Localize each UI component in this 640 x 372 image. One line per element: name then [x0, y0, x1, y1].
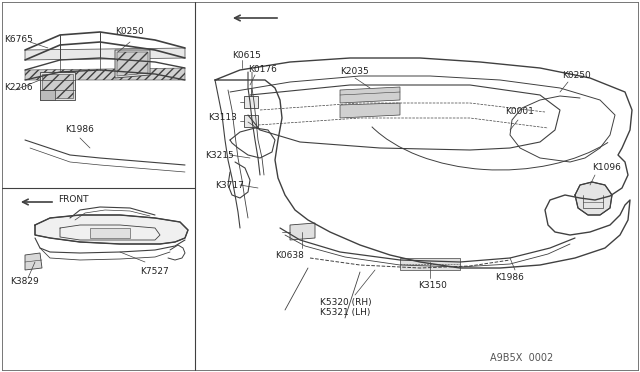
Polygon shape	[244, 115, 258, 127]
Text: K3717: K3717	[215, 180, 244, 189]
Polygon shape	[35, 215, 188, 244]
Text: K5320 (RH): K5320 (RH)	[320, 298, 372, 307]
Text: A9B5X  0002: A9B5X 0002	[490, 353, 553, 363]
Polygon shape	[575, 182, 612, 215]
Polygon shape	[115, 50, 150, 78]
Polygon shape	[340, 87, 400, 103]
Text: K0638: K0638	[275, 250, 304, 260]
Text: K1986: K1986	[65, 125, 94, 135]
Text: K5321 (LH): K5321 (LH)	[320, 308, 371, 317]
Polygon shape	[25, 68, 185, 80]
Text: K3150: K3150	[418, 280, 447, 289]
Text: K0001: K0001	[505, 108, 534, 116]
Polygon shape	[340, 103, 400, 118]
Text: FRONT: FRONT	[58, 196, 88, 205]
Text: K1986: K1986	[495, 273, 524, 282]
Text: K7527: K7527	[140, 267, 169, 276]
Text: K3829: K3829	[10, 278, 39, 286]
Text: K0250: K0250	[115, 28, 144, 36]
Polygon shape	[400, 258, 460, 270]
Polygon shape	[40, 72, 75, 100]
Text: K6765: K6765	[4, 35, 33, 45]
Text: K3113: K3113	[208, 113, 237, 122]
Polygon shape	[290, 223, 315, 240]
Text: K0615: K0615	[232, 51, 261, 60]
Polygon shape	[40, 90, 55, 100]
Text: K1096: K1096	[592, 164, 621, 173]
Polygon shape	[25, 48, 185, 60]
Polygon shape	[25, 253, 42, 270]
Polygon shape	[90, 228, 130, 238]
Text: K2206: K2206	[4, 83, 33, 93]
Text: K3215: K3215	[205, 151, 234, 160]
Text: K0176: K0176	[248, 65, 277, 74]
Polygon shape	[244, 96, 258, 108]
Polygon shape	[42, 74, 73, 98]
Text: K2035: K2035	[340, 67, 369, 77]
Polygon shape	[117, 52, 148, 76]
Text: K0250: K0250	[562, 71, 591, 80]
